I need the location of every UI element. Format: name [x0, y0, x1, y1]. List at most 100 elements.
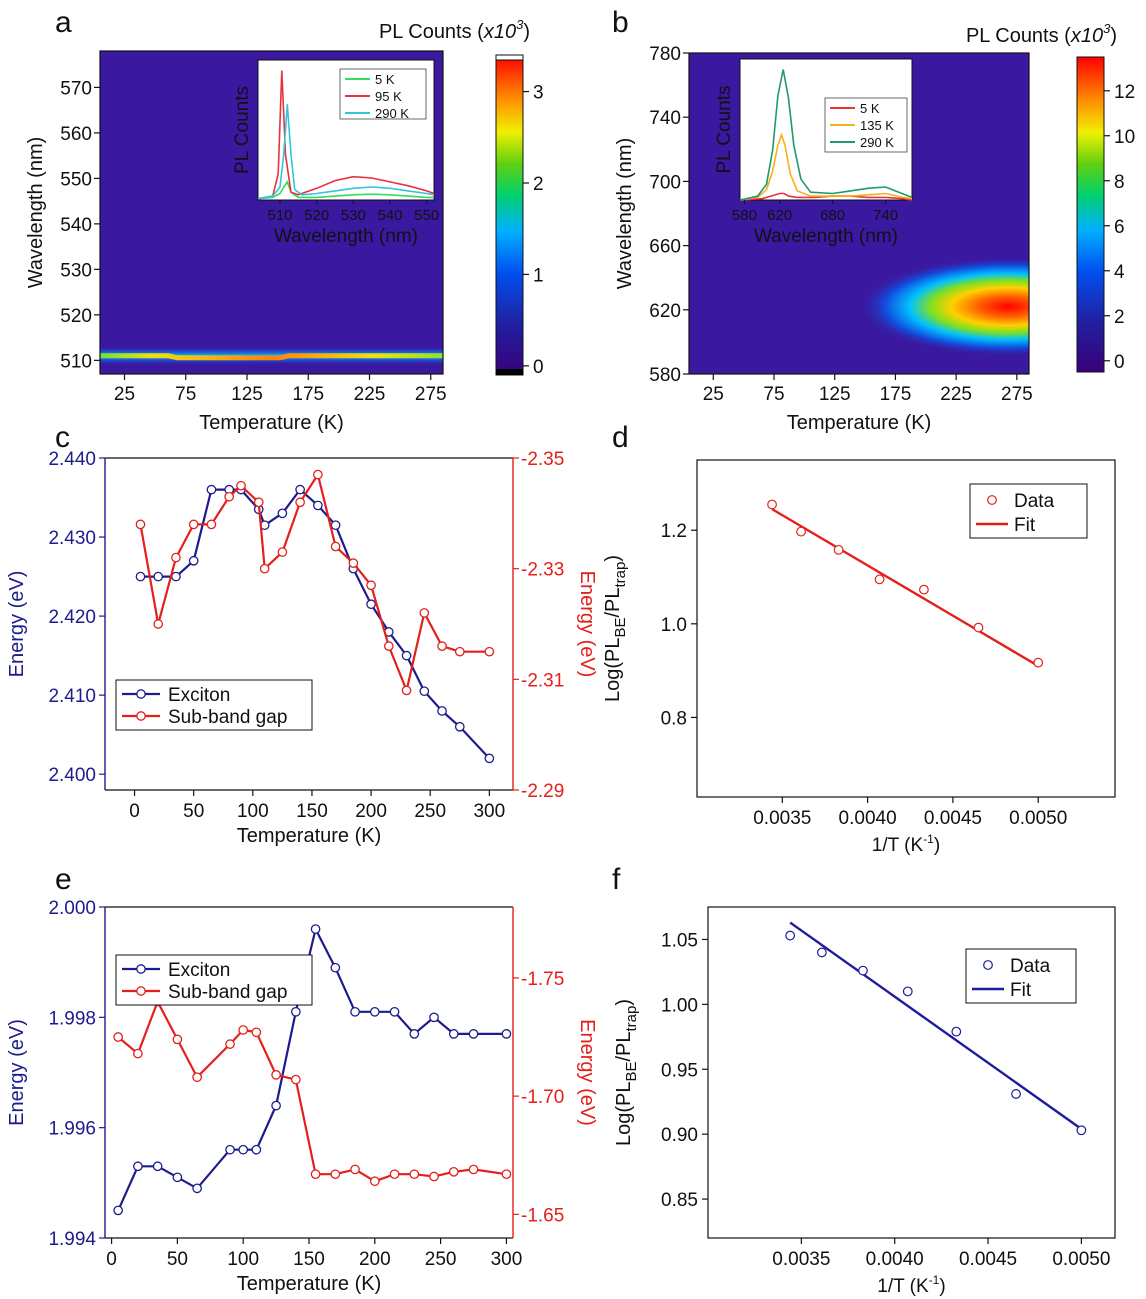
series-marker: [113, 1032, 124, 1042]
line-panel-c: 0 50 100 150 200 250 300 Temperature (K) 2.400 2.…: [6, 449, 598, 847]
y-tick-label: 1.994: [48, 1229, 96, 1250]
x-axis-label: 1/T (K-1): [872, 832, 940, 856]
x-tick-label: 275: [1001, 384, 1033, 405]
y-tick-label: 560: [60, 124, 92, 145]
y-tick-label: 520: [60, 306, 92, 327]
series-marker: [383, 641, 394, 651]
series-marker: [448, 1166, 459, 1177]
x-tick-label: 75: [175, 384, 196, 405]
y-axis-label-close: ): [613, 999, 635, 1006]
data-point: [1076, 1125, 1087, 1136]
y-tick-label: 0.90: [661, 1125, 698, 1146]
panel-letter-c: c: [55, 421, 70, 454]
series-marker: [419, 686, 430, 697]
colorbar-title-close: ): [1110, 25, 1117, 47]
series-marker: [330, 962, 341, 973]
x-axis-label-close: ): [939, 1276, 945, 1297]
series-marker: [259, 563, 270, 574]
series-marker: [113, 1205, 124, 1216]
y2-tick-label: -1.75: [521, 969, 564, 990]
inset-x-tick-label: 580: [732, 207, 757, 224]
legend-marker: [987, 495, 997, 505]
x-tick-label: 150: [296, 801, 328, 822]
series-marker: [133, 1161, 143, 1172]
inset-series-line: [257, 180, 434, 200]
series-marker: [290, 1074, 301, 1085]
series-marker: [271, 1070, 281, 1080]
series-marker: [389, 1006, 400, 1017]
x-tick-label: 0.0040: [866, 1249, 924, 1270]
inset-series-line: [257, 104, 435, 200]
x-tick-label: 200: [355, 801, 387, 822]
panel-letter-f: f: [612, 863, 621, 896]
series-marker: [171, 571, 181, 582]
x-axis-label: Temperature (K): [237, 1273, 382, 1295]
panel-letter-b: b: [612, 6, 629, 39]
inset-x-tick-label: 540: [377, 207, 402, 224]
inset-y-axis-label: PL Counts: [714, 85, 735, 173]
y-tick-label: 0.85: [661, 1190, 698, 1211]
colorbar-tick-label: 0: [1114, 352, 1125, 373]
colorbar-tick-label: 12: [1114, 82, 1135, 103]
inset-x-tick-label: 680: [820, 207, 845, 224]
inset-b: 580 620 680 740 Wavelength (nm) PL Counts 5 K 1…: [714, 58, 913, 247]
heatmap-emission-band: [100, 353, 443, 361]
plot-frame: [696, 459, 1116, 798]
heatmap-panel-b: 25 75 125 175 225 275580620660700740780Temper…: [614, 21, 1135, 434]
series-marker: [401, 685, 412, 696]
series-marker: [135, 519, 146, 530]
x-tick-label: 200: [359, 1249, 391, 1270]
series-marker: [295, 484, 305, 495]
y2-axis-label: Energy (eV): [576, 1019, 598, 1126]
inset-series-line: [257, 70, 435, 200]
y-axis-label-sub: BE: [612, 618, 629, 638]
x-axis-label-main: 1/T (K: [872, 835, 924, 856]
data-point: [1011, 1089, 1021, 1099]
series-marker: [135, 571, 146, 582]
x-tick-label: 175: [880, 384, 912, 405]
panel-letter-a: a: [55, 6, 72, 39]
legend-label: Sub-band gap: [168, 982, 287, 1003]
y-tick-label: 530: [60, 260, 92, 281]
y2-tick-label: -2.33: [521, 560, 564, 581]
series-marker: [238, 1144, 249, 1155]
y-tick-label: 1.2: [661, 521, 687, 542]
inset-legend-box: [339, 68, 427, 120]
y-axis-label-main: Log(PL: [613, 1082, 635, 1147]
series-marker: [271, 1100, 281, 1111]
heatmap-emission-peak: [858, 256, 1029, 357]
series-marker: [409, 1169, 420, 1180]
y-tick-label: 2.410: [48, 686, 96, 707]
y-tick-label: 740: [649, 108, 681, 129]
series-marker: [389, 1169, 400, 1180]
x-tick-label: 125: [231, 384, 263, 405]
series-marker: [192, 1183, 202, 1194]
colorbar-tick-label: 2: [533, 174, 544, 195]
y-tick-label: 2.430: [48, 528, 96, 549]
y-axis-label: Energy (eV): [6, 571, 28, 678]
colorbar-title-main: PL Counts (: [379, 21, 484, 43]
series-marker: [172, 1034, 183, 1045]
legend-marker: [136, 964, 146, 974]
series-marker: [310, 1169, 321, 1180]
colorbar-title: PL Counts (x103): [966, 21, 1117, 47]
x-tick-label: 275: [415, 384, 447, 405]
x-axis-label-main: 1/T (K: [877, 1276, 929, 1297]
x-tick-label: 75: [763, 384, 784, 405]
series-marker: [366, 580, 376, 591]
series-marker: [484, 646, 495, 657]
colorbar-tick-label: 8: [1114, 172, 1125, 193]
fit-line: [771, 508, 1039, 667]
colorbar: [1076, 56, 1105, 373]
y2-axis-label: Energy (eV): [576, 571, 598, 678]
colorbar: [495, 54, 524, 376]
x-axis-label-sup: -1: [923, 832, 934, 846]
legend-label: Fit: [1010, 980, 1032, 1001]
y-tick-label: 580: [649, 365, 681, 386]
series-marker: [437, 706, 447, 716]
scatter-panel-f: 0.0035 0.0040 0.0045 0.0050 0.85 0.90 0.95 1.00…: [613, 906, 1116, 1297]
y-tick-label: 2.400: [48, 765, 96, 786]
colorbar-underflow: [496, 369, 523, 375]
x-tick-label: 0.0045: [924, 808, 982, 829]
colorbar-overflow: [495, 54, 524, 61]
